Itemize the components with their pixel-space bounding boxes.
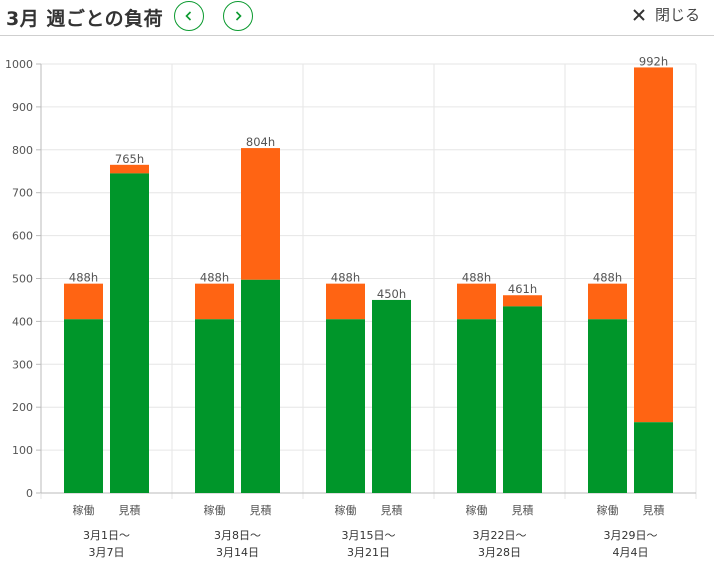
close-icon xyxy=(633,8,645,21)
bar-category-label: 稼働 xyxy=(466,503,488,517)
bar-segment-base xyxy=(457,319,496,493)
y-tick-label: 1000 xyxy=(5,58,33,71)
bar-value-label: 450h xyxy=(377,287,406,301)
bar-segment-over xyxy=(195,283,234,320)
y-tick-label: 900 xyxy=(12,101,33,114)
bar-segment-over xyxy=(241,148,280,280)
bar-category-label: 稼働 xyxy=(597,503,619,517)
prev-month-button[interactable] xyxy=(174,1,204,31)
bar-value-label: 765h xyxy=(115,152,144,166)
bar-segment-over xyxy=(457,283,496,320)
y-tick-label: 0 xyxy=(26,487,33,500)
y-tick-label: 100 xyxy=(12,444,33,457)
week-label: 3月15日〜 xyxy=(342,529,396,542)
bar-segment-over xyxy=(110,164,149,174)
bar-value-label: 488h xyxy=(200,271,229,285)
bar-category-label: 見積 xyxy=(643,503,665,517)
header-bar: 3月 週ごとの負荷 閉じる xyxy=(0,0,714,36)
week-label: 3月21日 xyxy=(347,546,390,559)
y-tick-label: 600 xyxy=(12,230,33,243)
y-tick-label: 700 xyxy=(12,187,33,200)
bar-segment-over xyxy=(634,67,673,423)
bar-value-label: 992h xyxy=(639,54,668,68)
bar-category-label: 稼働 xyxy=(73,503,95,517)
bar-segment-over xyxy=(503,295,542,307)
chevron-right-icon xyxy=(235,11,242,21)
week-label: 3月14日 xyxy=(216,546,259,559)
weekly-load-chart: 0 100 200 300 400 500 600 700 800 900 1000 488h 稼働 76… xyxy=(5,54,697,559)
close-label: 閉じる xyxy=(654,6,700,24)
bar-segment-base xyxy=(326,319,365,493)
week-label: 3月29日〜 xyxy=(604,529,658,542)
bar-segment-base xyxy=(634,422,673,493)
bar-segment-over xyxy=(64,283,103,320)
bar-category-label: 見積 xyxy=(250,503,272,517)
bar-segment-base xyxy=(588,319,627,493)
bar-segment-over xyxy=(326,283,365,320)
y-tick-label: 400 xyxy=(12,315,33,328)
bar-category-label: 稼働 xyxy=(335,503,357,517)
week-label: 3月7日 xyxy=(89,546,125,559)
page-title: 3月 週ごとの負荷 xyxy=(6,8,164,30)
y-tick-label: 500 xyxy=(12,273,33,286)
week-label: 3月22日〜 xyxy=(473,529,527,542)
bar-category-label: 稼働 xyxy=(204,503,226,517)
y-tick-label: 800 xyxy=(12,144,33,157)
y-tick-label: 200 xyxy=(12,401,33,414)
bar-value-label: 804h xyxy=(246,135,275,149)
close-button[interactable]: 閉じる xyxy=(631,4,700,25)
y-tick-label: 300 xyxy=(12,358,33,371)
bar-segment-base xyxy=(372,299,411,493)
bar-value-label: 488h xyxy=(462,271,491,285)
bar-segment-base xyxy=(195,319,234,493)
bar-value-label: 488h xyxy=(593,271,622,285)
bar-value-label: 488h xyxy=(69,271,98,285)
bar-segment-base xyxy=(64,319,103,493)
bar-category-label: 見積 xyxy=(512,503,534,517)
week-label: 4月4日 xyxy=(613,546,649,559)
bar-segment-base xyxy=(110,173,149,493)
bar-segment-base xyxy=(503,306,542,493)
week-label: 3月1日〜 xyxy=(83,529,130,542)
bar-category-label: 見積 xyxy=(381,503,403,517)
header-divider xyxy=(0,35,714,36)
bar-segment-over xyxy=(588,283,627,320)
bar-segment-base xyxy=(241,279,280,493)
chevron-left-icon xyxy=(185,11,192,21)
week-label: 3月8日〜 xyxy=(214,529,261,542)
bar-value-label: 488h xyxy=(331,271,360,285)
bar-category-label: 見積 xyxy=(119,503,141,517)
bar-value-label: 461h xyxy=(508,282,537,296)
next-month-button[interactable] xyxy=(223,1,253,31)
week-label: 3月28日 xyxy=(478,546,521,559)
